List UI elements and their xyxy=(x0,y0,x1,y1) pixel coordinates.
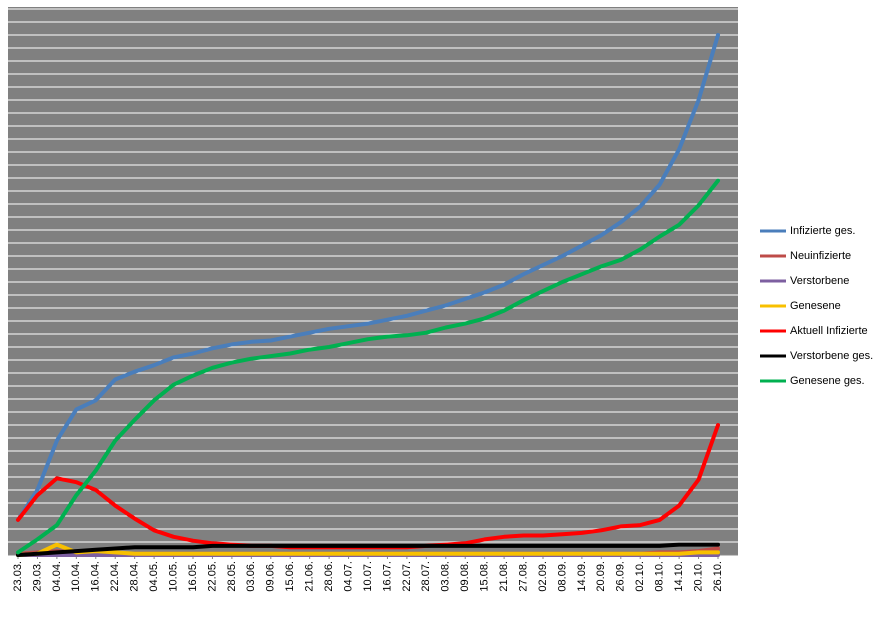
legend-label: Neuinfizierte xyxy=(790,250,851,262)
x-tick-label: 28.06. xyxy=(323,561,335,592)
x-tick-label: 04.04. xyxy=(51,561,63,592)
x-tick-label: 03.08. xyxy=(440,561,452,592)
x-tick-label: 02.10. xyxy=(634,561,646,592)
x-tick-label: 15.08. xyxy=(479,561,491,592)
x-tick-label: 26.10. xyxy=(712,561,724,592)
x-tick-label: 16.04. xyxy=(90,561,102,592)
x-tick-label: 09.06. xyxy=(265,561,277,592)
x-tick-label: 04.07. xyxy=(342,561,354,592)
x-tick-label: 14.09. xyxy=(576,561,588,592)
x-tick-label: 20.10. xyxy=(692,561,704,592)
x-tick-label: 10.07. xyxy=(362,561,374,592)
x-tick-label: 21.08. xyxy=(498,561,510,592)
series-line xyxy=(16,33,720,522)
legend-label: Genesene ges. xyxy=(790,375,865,387)
x-tick-label: 26.09. xyxy=(615,561,627,592)
x-tick-label: 22.05. xyxy=(206,561,218,592)
x-tick-label: 10.04. xyxy=(70,561,82,592)
x-tick-label: 23.03. xyxy=(12,561,24,592)
x-tick-label: 08.09. xyxy=(556,561,568,592)
series-line xyxy=(16,542,720,557)
x-tick-label: 28.07. xyxy=(420,561,432,592)
x-tick-label: 08.10. xyxy=(654,561,666,592)
legend-label: Genesene xyxy=(790,300,841,312)
x-tick-label: 09.08. xyxy=(459,561,471,592)
x-tick-label: 20.09. xyxy=(595,561,607,592)
legend-label: Infizierte ges. xyxy=(790,225,855,237)
plot-background xyxy=(8,7,738,555)
legend-label: Verstorbene ges. xyxy=(790,350,873,362)
legend-label: Aktuell Infizierte xyxy=(790,325,868,337)
x-tick-label: 28.05. xyxy=(226,561,238,592)
x-tick-label: 14.10. xyxy=(673,561,685,592)
series-line xyxy=(16,542,720,557)
x-tick-label: 22.04. xyxy=(109,561,121,592)
legend-label: Verstorbene xyxy=(790,275,849,287)
x-tick-label: 15.06. xyxy=(284,561,296,592)
x-tick-label: 28.04. xyxy=(129,561,141,592)
x-tick-label: 10.05. xyxy=(167,561,179,592)
x-tick-label: 21.06. xyxy=(304,561,316,592)
x-tick-label: 27.08. xyxy=(517,561,529,592)
series-line xyxy=(16,178,720,555)
x-tick-label: 02.09. xyxy=(537,561,549,592)
x-tick-label: 29.03. xyxy=(31,561,43,592)
x-tick-label: 03.06. xyxy=(245,561,257,592)
x-tick-label: 04.05. xyxy=(148,561,160,592)
x-tick-label: 22.07. xyxy=(401,561,413,592)
x-tick-label: 16.07. xyxy=(381,561,393,592)
x-tick-label: 16.05. xyxy=(187,561,199,592)
